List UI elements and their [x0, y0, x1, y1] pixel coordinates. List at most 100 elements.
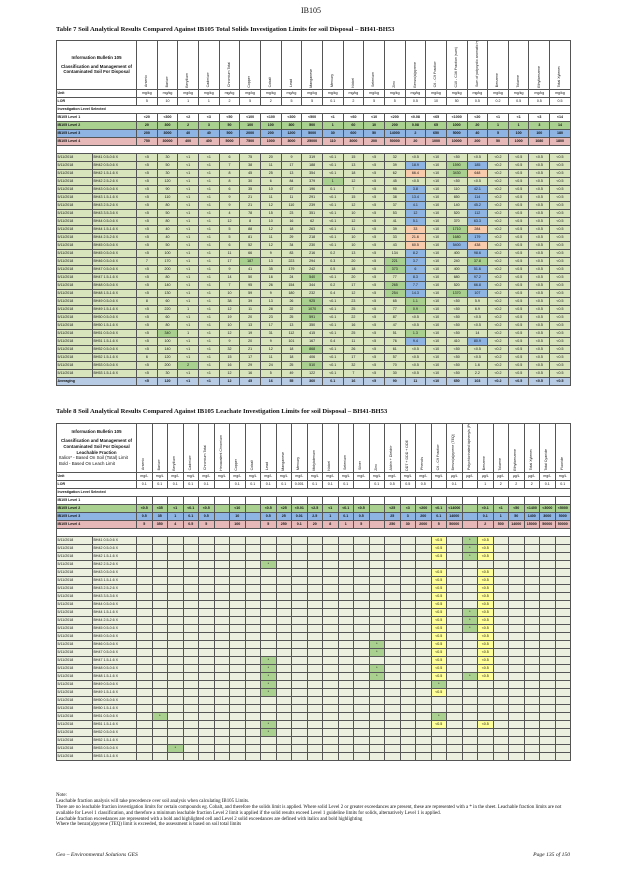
value-cell: 60: [156, 297, 179, 306]
value-cell: 33: [383, 233, 406, 242]
column-header-label: Ethylbenzene: [537, 65, 541, 88]
value-cell: <5: [136, 361, 158, 370]
value-cell: 16: [259, 273, 282, 282]
value-cell: [244, 552, 261, 561]
value-cell: [461, 736, 478, 745]
level-cell: <100: [259, 113, 282, 122]
table-row: 5/11/2018 BH52 1.5-1.6 X: [56, 736, 571, 745]
value-cell: [539, 704, 556, 713]
value-cell: [368, 696, 385, 705]
level-cell: <200: [383, 113, 406, 122]
column-header: Total Xylenes: [549, 40, 571, 90]
value-cell: <1: [177, 345, 199, 354]
value-cell: [399, 704, 416, 713]
level-cell: 1: [321, 121, 344, 130]
sample-cell: BH41 0.5-0.6 X: [91, 153, 138, 162]
value-cell: [415, 728, 432, 737]
column-header: Copper: [229, 423, 246, 473]
value-cell: 17: [259, 321, 282, 330]
value-cell: <0.1: [321, 305, 344, 314]
table-row: 5/11/2018 BH43 2.5-2.6 X <5 80 <1 <1 9 21 12 110 2…: [56, 201, 571, 210]
value-cell: <0.5: [528, 321, 551, 330]
value-cell: 140: [156, 345, 179, 354]
sample-cell: BH42 1.5-1.6 X: [91, 169, 138, 178]
column-header: Molybdenum: [306, 423, 323, 473]
value-cell: 12: [218, 305, 241, 314]
date-cell: 5/11/2018: [56, 249, 93, 258]
level-cell: 0.1: [182, 512, 199, 521]
level-cell: <25: [384, 504, 401, 513]
sample-cell: BH51 0.5-0.6 X: [91, 329, 138, 338]
level-cell: 200: [259, 129, 282, 138]
value-cell: [539, 592, 556, 601]
value-cell: <1: [197, 185, 220, 194]
lor-cell: 0.1: [539, 480, 556, 489]
value-cell: [353, 688, 370, 697]
value-cell: <5: [136, 161, 158, 170]
value-cell: [399, 648, 416, 657]
value-cell: [229, 560, 246, 569]
lor-cell: 0.5: [466, 97, 489, 106]
value-cell: [508, 688, 525, 697]
value-cell: [167, 640, 184, 649]
value-cell: [275, 736, 292, 745]
value-cell: 84: [280, 177, 303, 186]
value-cell: [539, 648, 556, 657]
value-cell: [167, 576, 184, 585]
value-cell: <0.5: [549, 209, 571, 218]
value-cell: <0.5: [507, 345, 530, 354]
sample-cell: BH42 1.5-1.6 X: [91, 552, 138, 561]
value-cell: [492, 712, 509, 721]
value-cell: [213, 664, 230, 673]
column-header: Lead: [280, 40, 303, 90]
value-cell: <0.5: [528, 265, 551, 274]
value-cell: <5: [136, 273, 158, 282]
column-header-label: Cadmium: [207, 72, 211, 88]
value-cell: [213, 584, 230, 593]
value-cell: <0.5: [528, 289, 551, 298]
value-cell: [182, 696, 199, 705]
value-cell: [508, 624, 525, 633]
level-cell: <1: [322, 504, 339, 513]
value-cell: [322, 744, 339, 753]
value-cell: [353, 736, 370, 745]
value-cell: 10: [342, 233, 365, 242]
value-cell: 39: [239, 297, 261, 306]
value-cell: <0.5: [528, 225, 551, 234]
value-cell: 14: [218, 273, 241, 282]
value-cell: <0.5: [528, 177, 551, 186]
value-cell: [523, 600, 540, 609]
value-cell: <0.5: [528, 353, 551, 362]
value-cell: [167, 592, 184, 601]
value-cell: <5: [363, 369, 385, 378]
sample-cell: BH53 0.5-0.6 X: [91, 361, 138, 370]
lor-cell: 0.5: [507, 97, 530, 106]
unit-cell: mg/L: [306, 472, 323, 481]
value-cell: [291, 704, 308, 713]
value-cell: [244, 632, 261, 641]
value-cell: [275, 656, 292, 665]
value-cell: [523, 720, 540, 729]
value-cell: [508, 744, 525, 753]
value-cell: <50: [445, 369, 468, 378]
level-cell: 750: [136, 137, 158, 146]
column-header-label: Selenium: [372, 72, 376, 88]
level-cell: 50000: [539, 520, 556, 529]
value-cell: [461, 592, 478, 601]
value-cell: [213, 592, 230, 601]
level-cell: 40: [466, 129, 489, 138]
table-row: 5/11/2018 BH44 1.5-1.6 X <5 40 <1 <1 5 88 12 18 26…: [56, 225, 571, 234]
value-cell: [492, 680, 509, 689]
value-cell: <0.5: [430, 592, 447, 601]
value-cell: 263: [301, 225, 323, 234]
value-cell: <1: [197, 249, 220, 258]
average-cell: <5: [136, 377, 158, 386]
value-cell: 12: [342, 217, 365, 226]
value-cell: 17: [280, 161, 303, 170]
value-cell: <1: [177, 281, 199, 290]
value-cell: [430, 560, 447, 569]
value-cell: [353, 592, 370, 601]
value-cell: 25: [342, 329, 365, 338]
value-cell: [275, 584, 292, 593]
value-cell: <0.5: [549, 305, 571, 314]
